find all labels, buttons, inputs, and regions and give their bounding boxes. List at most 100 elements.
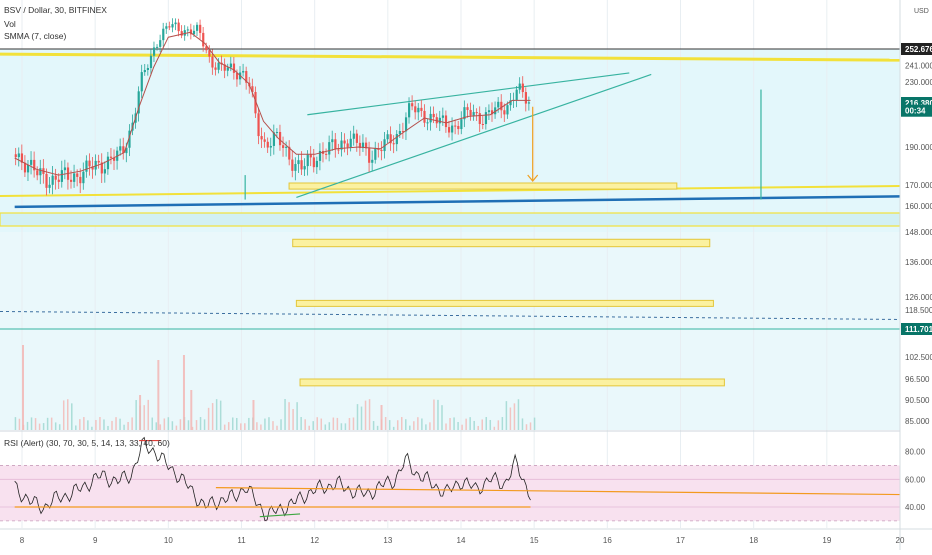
price-tick-label: 148.000 xyxy=(905,228,932,237)
volume-bar xyxy=(276,425,278,430)
volume-spike xyxy=(139,395,142,430)
candle-body xyxy=(303,166,306,170)
volume-bar xyxy=(304,419,306,430)
x-tick-label: 20 xyxy=(896,536,905,545)
rsi-legend[interactable]: RSI (Alert) (30, 70, 30, 5, 14, 13, 33, … xyxy=(4,438,170,448)
volume-spike xyxy=(157,360,160,430)
candle-body xyxy=(60,170,63,182)
candle-body xyxy=(149,55,153,69)
volume-bar xyxy=(260,424,262,430)
candle-body xyxy=(392,143,395,145)
volume-bar xyxy=(384,417,387,430)
volume-bar xyxy=(42,423,45,430)
volume-bar xyxy=(360,406,363,430)
candle-body xyxy=(54,175,57,180)
ma-legend[interactable]: SMMA (7, close) xyxy=(4,31,67,41)
volume-bar xyxy=(296,402,298,430)
volume-bar xyxy=(521,418,524,430)
candle-body xyxy=(106,156,110,170)
candle-body xyxy=(76,173,79,177)
candle-body xyxy=(63,167,67,171)
candle-body xyxy=(386,134,389,140)
ma-line xyxy=(14,31,531,176)
symbol-legend[interactable]: BSV / Dollar, 30, BITFINEX xyxy=(4,5,107,15)
volume-bar xyxy=(127,422,129,430)
yellow-band-line xyxy=(0,184,901,197)
volume-bar xyxy=(312,421,314,430)
candle-body xyxy=(389,134,392,144)
volume-bar xyxy=(336,417,339,430)
x-tick-label: 12 xyxy=(310,536,319,545)
volume-bar xyxy=(240,423,242,430)
candle-body xyxy=(411,103,414,107)
price-tick-label: 241.000 xyxy=(905,62,932,71)
volume-legend[interactable]: Vol xyxy=(4,19,16,29)
candle-body xyxy=(257,113,260,137)
volume-bar xyxy=(272,421,274,430)
candle-body xyxy=(297,160,300,165)
price-tag-label: 111.701 xyxy=(905,325,932,334)
volume-spike xyxy=(252,400,255,430)
candle-body xyxy=(285,146,288,148)
candle-body xyxy=(371,159,374,163)
volume-bar xyxy=(429,422,431,430)
candle-body xyxy=(263,139,266,142)
candle-body xyxy=(232,63,236,73)
volume-bar xyxy=(195,420,198,430)
candle-body xyxy=(318,150,322,161)
x-tick-label: 14 xyxy=(457,536,466,545)
volume-bar xyxy=(87,420,89,430)
candle-body xyxy=(143,70,146,73)
candle-body xyxy=(36,170,39,176)
volume-bar xyxy=(163,418,166,430)
volume-bar xyxy=(211,403,214,430)
candle-body xyxy=(478,113,481,124)
x-tick-label: 19 xyxy=(822,536,831,545)
candle-body xyxy=(186,29,189,31)
volume-bar xyxy=(525,424,528,430)
volume-bar xyxy=(445,423,447,430)
volume-bar xyxy=(469,417,471,430)
price-tick-label: 102.500 xyxy=(905,353,932,362)
candle-body xyxy=(417,107,420,113)
target-box xyxy=(292,238,711,248)
volume-bar xyxy=(231,417,234,430)
price-tick-label: 136.000 xyxy=(905,258,932,267)
candle-body xyxy=(162,28,165,41)
candle-body xyxy=(328,142,331,155)
rsi-tick-label: 40.00 xyxy=(905,503,926,512)
candle-body xyxy=(337,149,340,151)
candle-body xyxy=(469,109,472,116)
volume-bar xyxy=(453,417,455,430)
candle-body xyxy=(444,115,448,128)
candle-body xyxy=(426,122,429,124)
price-tick-label: 230.000 xyxy=(905,78,932,87)
candle-body xyxy=(368,148,371,163)
volume-spike xyxy=(22,345,24,430)
price-tick-label: 126.000 xyxy=(905,293,932,302)
candle-body xyxy=(211,56,214,68)
volume-bar xyxy=(256,422,258,430)
volume-bar xyxy=(396,420,399,430)
target-arrow-head xyxy=(527,174,539,182)
candle-body xyxy=(401,131,405,133)
price-tick-label: 85.000 xyxy=(905,417,930,426)
volume-bar xyxy=(131,417,133,430)
volume-bar xyxy=(437,399,439,430)
candle-body xyxy=(454,125,457,127)
candle-body xyxy=(14,154,17,158)
volume-bar xyxy=(284,399,286,430)
rsi-divergence-line xyxy=(259,513,301,518)
candle-body xyxy=(57,179,60,182)
volume-bar xyxy=(352,417,355,430)
volume-bar xyxy=(328,422,331,430)
candle-body xyxy=(202,32,205,47)
volume-bar xyxy=(159,424,162,430)
volume-bar xyxy=(316,417,318,430)
candle-body xyxy=(30,159,33,165)
candle-body xyxy=(174,22,177,25)
candle-body xyxy=(349,138,352,148)
volume-bar xyxy=(485,417,488,430)
candle-body xyxy=(398,131,402,135)
